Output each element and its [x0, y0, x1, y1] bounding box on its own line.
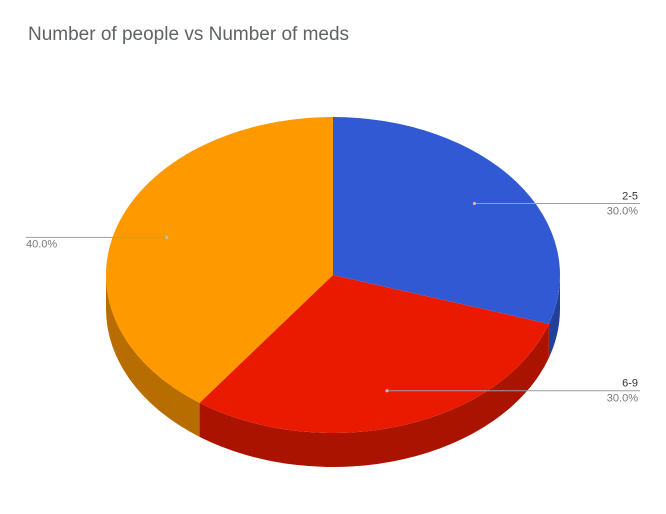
slice-label: 6-9 [622, 378, 638, 390]
pie-side-6-9 [199, 323, 549, 467]
pie-side-2-5 [548, 275, 560, 358]
slice-percent-label: 30.0% [607, 205, 638, 217]
pie-slice-slice-3[interactable] [106, 117, 333, 403]
leader-dot [165, 235, 169, 239]
slice-percent-label: 30.0% [607, 393, 638, 405]
slice-percent-label: 40.0% [26, 238, 57, 250]
slice-label: 2-5 [622, 190, 638, 202]
pie-slice-2-5[interactable] [333, 117, 560, 324]
leader-dot [472, 201, 477, 206]
pie-side-slice-3 [106, 275, 200, 437]
pie-slices [106, 117, 560, 433]
leader-dot [385, 389, 389, 393]
pie-sides [106, 275, 560, 467]
pie-labels: 2-5 30.0% 6-9 30.0% 40.0% [26, 190, 640, 405]
pie-slice-6-9[interactable] [199, 275, 549, 433]
chart-title: Number of people vs Number of meds [28, 24, 350, 45]
